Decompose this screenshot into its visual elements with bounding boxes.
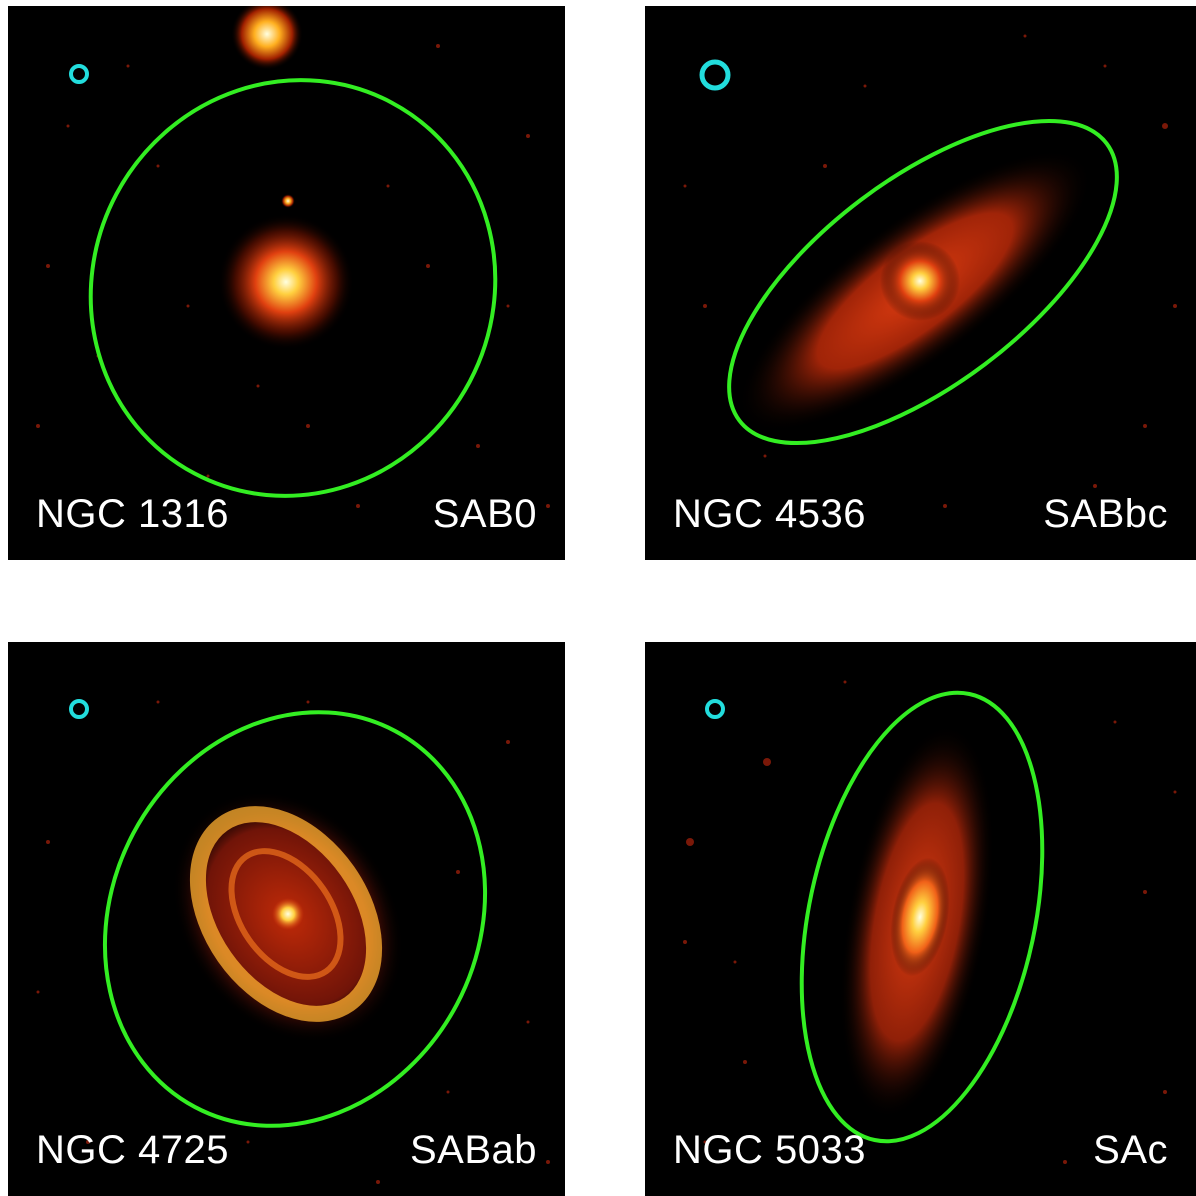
- galaxy-core: [272, 898, 304, 930]
- galaxy-name-label: NGC 4725: [36, 1128, 229, 1172]
- galaxy-name-label: NGC 1316: [36, 492, 229, 536]
- beam-circle: [69, 699, 89, 719]
- galaxy-core: [880, 241, 960, 321]
- morphology-type-label: SABbc: [1043, 492, 1168, 536]
- beam-circle: [705, 699, 725, 719]
- galaxy-image-ngc4536: [683, 34, 1177, 508]
- beam-circle: [699, 59, 731, 91]
- aperture-ellipse: [88, 78, 498, 498]
- background-stars: [36, 44, 550, 508]
- galaxy-image-ngc4725: [36, 699, 550, 1184]
- morphology-type-label: SAB0: [432, 492, 537, 536]
- background-stars: [683, 34, 1177, 508]
- galaxy-panel-ngc4725: NGC 4725 SABab: [8, 642, 565, 1196]
- galaxy-panel-ngc5033: NGC 5033 SAc: [645, 642, 1196, 1196]
- spiral-ring: [189, 806, 383, 1022]
- morphology-type-label: SAc: [1093, 1128, 1168, 1172]
- galaxy-panel-ngc4536: NGC 4536 SABbc: [645, 6, 1196, 560]
- spiral-arm: [228, 848, 344, 980]
- aperture-ellipse: [799, 690, 1045, 1144]
- background-stars: [683, 680, 1177, 1164]
- aperture-ellipse: [727, 118, 1119, 446]
- galaxy-image-ngc5033: [683, 680, 1177, 1164]
- galaxy-core: [890, 857, 950, 977]
- foreground-star: [281, 194, 295, 208]
- galaxy-core: [218, 214, 354, 350]
- aperture-ellipse: [102, 710, 488, 1128]
- galaxy-image-ngc1316: [36, 6, 550, 508]
- galaxy-name-label: NGC 5033: [673, 1128, 866, 1172]
- morphology-type-label: SABab: [409, 1128, 537, 1172]
- galaxy-name-label: NGC 4536: [673, 492, 866, 536]
- foreground-star: [231, 6, 303, 70]
- galaxy-panel-ngc1316: NGC 1316 SAB0: [8, 6, 565, 560]
- beam-circle: [69, 64, 89, 84]
- background-stars: [36, 700, 550, 1184]
